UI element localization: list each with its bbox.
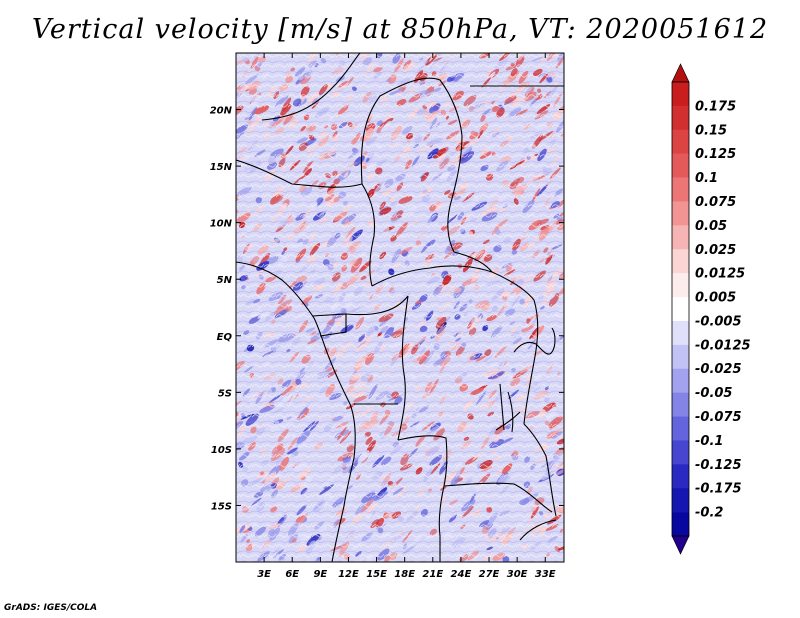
plot-area [235, 52, 565, 563]
colorbar-segment [672, 297, 689, 322]
footer-credit: GrADS: IGES/COLA [4, 603, 98, 613]
x-tick-label: 18E [394, 569, 415, 580]
colorbar-segment [672, 392, 689, 417]
colorbar-segment [672, 273, 689, 298]
x-tick-label: 21E [422, 569, 443, 580]
colorbar-segment [672, 440, 689, 465]
x-tick-label: 30E [507, 569, 528, 580]
x-tick-label: 9E [313, 569, 327, 580]
y-tick-label: 10S [211, 445, 232, 456]
colorbar-label: 0.025 [695, 243, 736, 258]
colorbar-segment [672, 201, 689, 226]
x-axis: 3E 6E 9E 12E 15E 18E 21E 24E 27E 30E 33E [257, 53, 556, 580]
y-tick-label: 5S [218, 388, 232, 399]
colorbar-label: 0.125 [695, 147, 736, 162]
colorbar-label: -0.2 [695, 506, 723, 521]
colorbar-segment [672, 105, 689, 131]
colorbar-label: 0.05 [695, 219, 727, 234]
colorbar-label: 0.15 [695, 123, 727, 138]
colorbar-segment [672, 488, 689, 513]
colorbar: 0.175 0.15 0.125 0.1 0.075 0.05 0.025 0.0125 0.0… [671, 63, 751, 555]
x-tick-label: 24E [451, 569, 472, 580]
colorbar-segment [672, 416, 689, 441]
colorbar-segment [672, 464, 689, 489]
colorbar-arrow-top [671, 63, 690, 83]
x-tick-label: 27E [479, 569, 500, 580]
y-tick-label: 15N [210, 162, 233, 173]
colorbar-segment [672, 344, 689, 370]
colorbar-segment [672, 368, 689, 393]
colorbar-label: 0.1 [695, 171, 718, 186]
x-tick-label: 3E [257, 569, 271, 580]
x-tick-label: 6E [285, 569, 299, 580]
colorbar-segment [672, 153, 689, 178]
colorbar-label: -0.075 [695, 410, 742, 425]
y-tick-label: 10N [210, 219, 233, 230]
colorbar-label: -0.125 [695, 458, 742, 473]
colorbar-segment [672, 177, 689, 202]
chart-title: Vertical velocity [m/s] at 850hPa, VT: 2… [31, 14, 769, 45]
x-tick-label: 33E [535, 569, 556, 580]
y-tick-label: EQ [217, 332, 233, 343]
country-borders [236, 53, 564, 562]
colorbar-label: 0.0125 [695, 267, 745, 282]
colorbar-label: -0.025 [695, 362, 742, 377]
colorbar-segment [672, 225, 689, 250]
colorbar-label: 0.005 [695, 291, 736, 306]
colorbar-segment [672, 320, 689, 346]
colorbar-arrow-bottom [671, 535, 690, 555]
colorbar-label: -0.005 [695, 314, 742, 329]
colorbar-segment [672, 512, 689, 537]
colorbar-segment [672, 82, 689, 107]
colorbar-frame [671, 81, 690, 537]
colorbar-label: -0.05 [695, 386, 732, 401]
y-tick-label: 20N [210, 106, 233, 117]
colorbar-label: -0.0125 [695, 338, 751, 353]
x-tick-label: 15E [366, 569, 387, 580]
y-tick-label: 15S [211, 501, 232, 512]
colorbar-segment [672, 129, 689, 154]
y-tick-label: 5N [217, 275, 233, 286]
colorbar-label: -0.175 [695, 482, 742, 497]
x-tick-label: 12E [338, 569, 359, 580]
colorbar-label: 0.075 [695, 195, 736, 210]
y-axis: 20N 15N 10N 5N EQ 5S 10S 15S [210, 106, 564, 512]
colorbar-label: 0.175 [695, 99, 736, 114]
colorbar-segment [672, 249, 689, 274]
colorbar-label: -0.1 [695, 434, 723, 449]
